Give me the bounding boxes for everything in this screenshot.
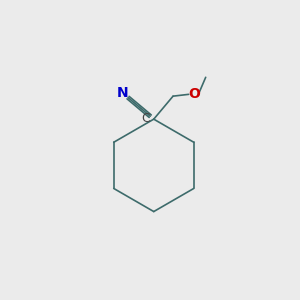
Text: C: C bbox=[141, 112, 150, 124]
Text: N: N bbox=[117, 86, 128, 100]
Text: O: O bbox=[188, 87, 200, 101]
